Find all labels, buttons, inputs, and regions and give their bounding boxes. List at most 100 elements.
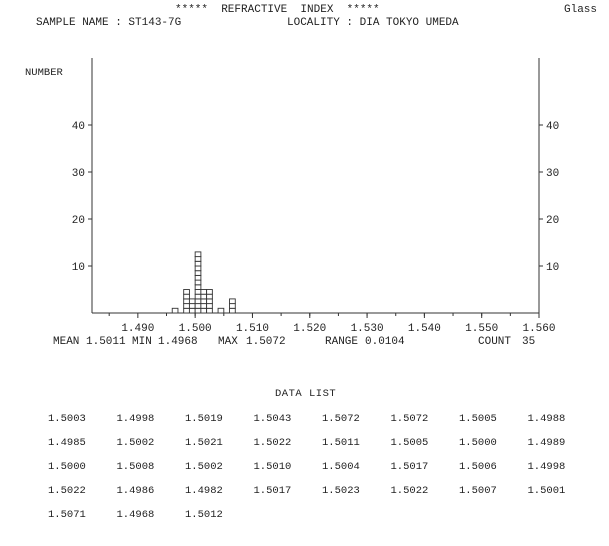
- bar-cell: [200, 303, 208, 309]
- data-list-value: 1.5022: [48, 485, 86, 497]
- histogram-bar: [206, 289, 213, 314]
- bar-cell: [171, 307, 179, 314]
- locality: LOCALITY : DIA TOKYO UMEDA: [287, 17, 459, 29]
- max-label: MAX: [218, 336, 238, 348]
- data-list-value: 1.5011: [322, 437, 360, 449]
- data-list-value: 1.4985: [48, 437, 86, 449]
- data-list-value: 1.5007: [459, 485, 497, 497]
- data-list-title: DATA LIST: [275, 388, 337, 400]
- data-list-value: 1.5002: [116, 437, 155, 449]
- bar-cell: [229, 298, 236, 305]
- bar-cell: [206, 303, 213, 309]
- histogram-bar: [183, 289, 190, 314]
- data-list-value: 1.4968: [116, 509, 155, 521]
- bar-cell: [206, 293, 213, 300]
- bar-cell: [200, 293, 208, 300]
- data-list-value: 1.5010: [253, 461, 292, 473]
- bar-cell: [188, 298, 196, 305]
- glass-label: Glass: [564, 4, 598, 16]
- histogram-bars: [171, 251, 236, 314]
- x-tick-label: 1.490: [121, 323, 154, 335]
- data-list-value: 1.5003: [48, 413, 86, 425]
- x-tick-label: 1.500: [179, 323, 212, 335]
- data-list-value: 1.5002: [185, 461, 223, 473]
- y-axis-label: NUMBER: [25, 67, 63, 79]
- data-list-value: 1.4998: [527, 461, 566, 473]
- bar-cell: [229, 307, 236, 314]
- bar-cell: [194, 307, 202, 314]
- bar-cell: [194, 289, 202, 295]
- bar-cell: [183, 298, 190, 305]
- bar-cell: [217, 307, 225, 314]
- x-tick-label: 1.510: [236, 323, 269, 335]
- min-value: 1.4968: [158, 336, 198, 348]
- bar-cell: [183, 303, 190, 309]
- bar-cell: [194, 293, 202, 300]
- data-list-value: 1.5006: [459, 461, 497, 473]
- histogram-bar: [200, 289, 208, 314]
- bar-cell: [194, 265, 202, 272]
- data-list-value: 1.5000: [48, 461, 86, 473]
- data-list-value: 1.5008: [116, 461, 155, 473]
- axes: [88, 58, 543, 318]
- data-list-value: 1.5019: [185, 413, 223, 425]
- bar-cell: [194, 279, 202, 286]
- bar-cell: [188, 307, 196, 314]
- mean-value: 1.5011: [86, 336, 126, 348]
- data-list-value: 1.5071: [48, 509, 86, 521]
- y-tick-label-right: 10: [546, 262, 559, 274]
- x-tick-label: 1.550: [465, 323, 498, 335]
- data-list-value: 1.5022: [253, 437, 292, 449]
- data-list-value: 1.5005: [390, 437, 429, 449]
- bar-cell: [229, 303, 236, 309]
- bar-cell: [194, 256, 202, 262]
- bar-cell: [194, 284, 202, 290]
- y-tick-label-left: 40: [72, 121, 85, 133]
- bar-cell: [194, 274, 202, 281]
- y-tick-label-left: 30: [72, 168, 85, 180]
- data-list-value: 1.5005: [459, 413, 497, 425]
- bar-cell: [194, 251, 202, 258]
- data-list-value: 1.5012: [185, 509, 223, 521]
- bar-cell: [206, 307, 213, 314]
- data-list-value: 1.5001: [527, 485, 566, 497]
- bar-cell: [206, 298, 213, 305]
- max-value: 1.5072: [246, 336, 286, 348]
- data-list-value: 1.5017: [390, 461, 429, 473]
- data-list-value: 1.5023: [322, 485, 360, 497]
- data-list-value: 1.4989: [527, 437, 566, 449]
- bar-cell: [206, 289, 213, 295]
- x-tick-label: 1.560: [522, 323, 555, 335]
- bar-cell: [194, 270, 202, 276]
- data-list-value: 1.4982: [185, 485, 223, 497]
- y-tick-label-left: 20: [72, 215, 85, 227]
- sample-name: SAMPLE NAME : ST143-7G: [36, 17, 182, 29]
- tick-labels: 40 40 30 30 20 20 10 10 1.490 1.500 1.510 1.520 1.53…: [72, 121, 559, 335]
- bar-cell: [194, 260, 202, 267]
- chart-title: ***** REFRACTIVE INDEX *****: [175, 4, 380, 16]
- data-list-value: 1.4986: [116, 485, 155, 497]
- data-list-value: 1.5021: [185, 437, 223, 449]
- histogram-bar: [188, 298, 196, 314]
- bar-cell: [200, 289, 208, 295]
- data-list-value: 1.4988: [527, 413, 566, 425]
- y-tick-label-right: 40: [546, 121, 559, 133]
- histogram-bar: [194, 251, 202, 314]
- data-list-value: 1.5072: [322, 413, 360, 425]
- bar-cell: [183, 307, 190, 314]
- count-value: 35: [522, 336, 536, 348]
- bar-cell: [194, 298, 202, 305]
- bar-cell: [183, 289, 190, 295]
- data-list-value: 1.5004: [322, 461, 360, 473]
- mean-label: MEAN: [53, 336, 80, 348]
- bar-cell: [188, 303, 196, 309]
- bar-cell: [200, 298, 208, 305]
- bar-cell: [200, 307, 208, 314]
- data-list-value: 1.4998: [116, 413, 155, 425]
- y-tick-label-left: 10: [72, 262, 85, 274]
- count-label: COUNT: [478, 336, 512, 348]
- data-list-value: 1.5017: [253, 485, 292, 497]
- y-tick-label-right: 30: [546, 168, 559, 180]
- x-tick-label: 1.530: [351, 323, 384, 335]
- data-list-value: 1.5022: [390, 485, 429, 497]
